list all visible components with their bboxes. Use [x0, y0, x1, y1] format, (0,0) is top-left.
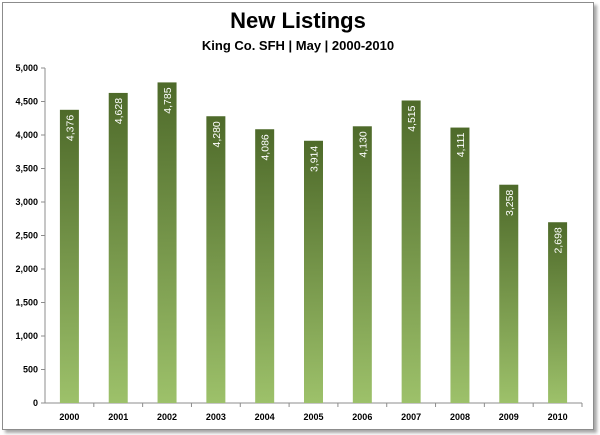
bar-2004 — [255, 129, 275, 403]
x-tick-label-2002: 2002 — [157, 412, 177, 422]
chart-frame — [2, 2, 594, 430]
x-tick-label-2003: 2003 — [206, 412, 226, 422]
x-tick-label-2009: 2009 — [499, 412, 519, 422]
y-tick-label: 3,000 — [15, 197, 38, 207]
data-label-2008: 4,111 — [455, 132, 467, 157]
data-label-2005: 3,914 — [309, 146, 321, 172]
y-tick-label: 2,000 — [15, 264, 38, 274]
bar-2002 — [157, 82, 177, 403]
data-label-2010: 2,698 — [553, 227, 565, 253]
data-label-2007: 4,515 — [406, 105, 418, 131]
x-tick-label-2001: 2001 — [108, 412, 128, 422]
bar-2003 — [206, 116, 226, 404]
data-label-2002: 4,785 — [162, 87, 174, 113]
data-label-2009: 3,258 — [504, 190, 516, 216]
chart-title: New Listings — [230, 8, 366, 33]
y-tick-label: 5,000 — [15, 63, 38, 73]
bar-2010 — [548, 222, 568, 403]
x-tick-label-2007: 2007 — [401, 412, 421, 422]
x-tick-label-2010: 2010 — [548, 412, 568, 422]
x-tick-label-2000: 2000 — [59, 412, 79, 422]
data-label-2003: 4,280 — [211, 121, 223, 147]
chart-subtitle: King Co. SFH | May | 2000-2010 — [201, 38, 395, 53]
y-tick-label: 1,500 — [15, 298, 38, 308]
y-tick-label: 1,000 — [15, 331, 38, 341]
data-label-2004: 4,086 — [260, 134, 272, 160]
bar-2009 — [499, 184, 519, 403]
bar-2008 — [450, 127, 470, 404]
data-label-2000: 4,376 — [64, 115, 76, 141]
bar-2000 — [59, 109, 79, 404]
bar-2005 — [304, 140, 323, 403]
y-tick-label: 4,500 — [15, 97, 38, 107]
y-tick-label: 3,500 — [15, 164, 38, 174]
data-label-2006: 4,130 — [357, 131, 369, 157]
y-tick-label: 0 — [33, 398, 38, 408]
data-label-2001: 4,628 — [113, 98, 125, 124]
x-tick-label-2006: 2006 — [352, 412, 372, 422]
x-tick-label-2008: 2008 — [450, 412, 470, 422]
bar-2007 — [401, 100, 421, 404]
y-tick-label: 500 — [23, 365, 38, 375]
bar-2006 — [352, 126, 372, 403]
y-tick-label: 4,000 — [15, 130, 38, 140]
y-tick-label: 2,500 — [15, 231, 38, 241]
x-tick-label-2005: 2005 — [303, 412, 323, 422]
bar-2001 — [108, 92, 128, 403]
x-tick-label-2004: 2004 — [255, 412, 275, 422]
